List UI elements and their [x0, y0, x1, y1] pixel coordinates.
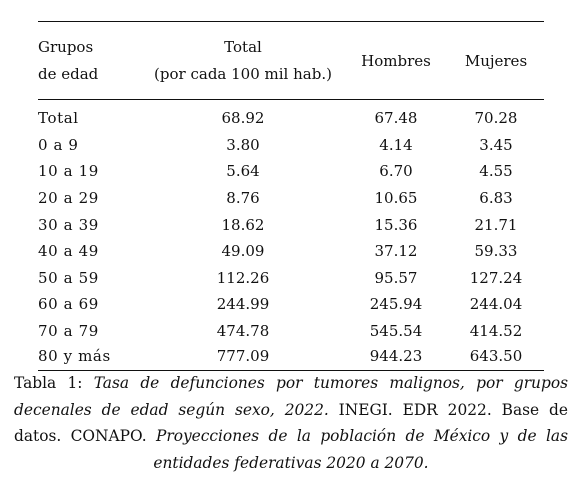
table-row: 30 a 39 18.62 15.36 21.71: [38, 211, 544, 238]
table-body: Total 68.92 67.48 70.28 0 a 9 3.80 4.14 3.45 10 …: [38, 99, 544, 371]
cell-total: 49.09: [221, 242, 265, 261]
cell-women: 3.45: [479, 135, 513, 154]
cell-women: 643.50: [469, 346, 523, 365]
header-total-line2: (por cada 100 mil hab.): [154, 64, 332, 83]
cell-total: 18.62: [221, 215, 265, 234]
table-row: 40 a 49 49.09 37.12 59.33: [38, 238, 544, 265]
header-age-groups-line2: de edad: [38, 64, 99, 83]
header-age-groups: Grupos de edad: [38, 22, 142, 100]
table-row: 80 y más 777.09 944.23 643.50: [38, 344, 544, 371]
cell-total: 8.76: [226, 189, 260, 208]
cell-women: 127.24: [469, 268, 523, 287]
table-row: 20 a 29 8.76 10.65 6.83: [38, 185, 544, 212]
table-caption: Tabla 1: Tasa de defunciones por tumores…: [14, 370, 568, 476]
caption-source-1: INEGI. EDR 2022. Base de datos. CONAPO.: [14, 400, 568, 446]
caption-source-2: Proyecciones de la población de México y…: [153, 427, 568, 472]
caption-label: Tabla 1:: [14, 374, 83, 392]
cell-women: 6.83: [479, 189, 513, 208]
cell-age-group: 50 a 59: [38, 268, 99, 287]
cell-men: 545.54: [369, 322, 423, 341]
table-row: 60 a 69 244.99 245.94 244.04: [38, 291, 544, 318]
cell-women: 59.33: [474, 242, 518, 261]
cell-men: 10.65: [374, 189, 418, 208]
cell-women: 21.71: [474, 215, 518, 234]
cell-men: 6.70: [379, 162, 413, 181]
cell-women: 4.55: [479, 162, 513, 181]
cell-men: 944.23: [369, 346, 423, 365]
table-row: 50 a 59 112.26 95.57 127.24: [38, 265, 544, 292]
cell-total: 244.99: [216, 295, 270, 314]
cell-age-group: 30 a 39: [38, 215, 99, 234]
cell-men: 37.12: [374, 242, 418, 261]
cell-total: 3.80: [226, 135, 260, 154]
cell-age-group: Total: [38, 109, 79, 128]
cell-age-group: 10 a 19: [38, 162, 99, 181]
cell-men: 15.36: [374, 215, 418, 234]
cell-age-group: 20 a 29: [38, 189, 99, 208]
cell-men: 245.94: [369, 295, 423, 314]
cell-age-group: 60 a 69: [38, 295, 99, 314]
table-row: 0 a 9 3.80 4.14 3.45: [38, 132, 544, 159]
header-total: Total (por cada 100 mil hab.): [142, 22, 344, 100]
cell-age-group: 40 a 49: [38, 242, 99, 261]
cell-men: 95.57: [374, 268, 418, 287]
cell-total: 5.64: [226, 162, 260, 181]
header-age-groups-line1: Grupos: [38, 37, 94, 56]
table-row: 70 a 79 474.78 545.54 414.52: [38, 318, 544, 345]
cell-men: 67.48: [374, 109, 418, 128]
cell-total: 777.09: [216, 346, 270, 365]
caption-title: Tasa de defunciones por tumores malignos…: [14, 374, 568, 419]
table-header-row: Grupos de edad Total (por cada 100 mil h…: [38, 21, 544, 100]
cell-women: 244.04: [469, 295, 523, 314]
cell-women: 414.52: [469, 322, 523, 341]
cell-women: 70.28: [474, 109, 518, 128]
table-row: Total 68.92 67.48 70.28: [38, 105, 544, 132]
header-rule: [38, 99, 544, 106]
cell-men: 4.14: [379, 135, 413, 154]
cell-total: 68.92: [221, 109, 265, 128]
header-men: Hombres: [361, 51, 431, 70]
cell-total: 474.78: [216, 322, 270, 341]
cell-age-group: 70 a 79: [38, 322, 99, 341]
header-total-line1: Total: [224, 37, 262, 56]
cell-total: 112.26: [216, 268, 270, 287]
header-women: Mujeres: [464, 51, 528, 70]
cell-age-group: 80 y más: [38, 346, 111, 365]
table-row: 10 a 19 5.64 6.70 4.55: [38, 158, 544, 185]
mortality-table: Grupos de edad Total (por cada 100 mil h…: [38, 21, 544, 371]
cell-age-group: 0 a 9: [38, 135, 79, 154]
